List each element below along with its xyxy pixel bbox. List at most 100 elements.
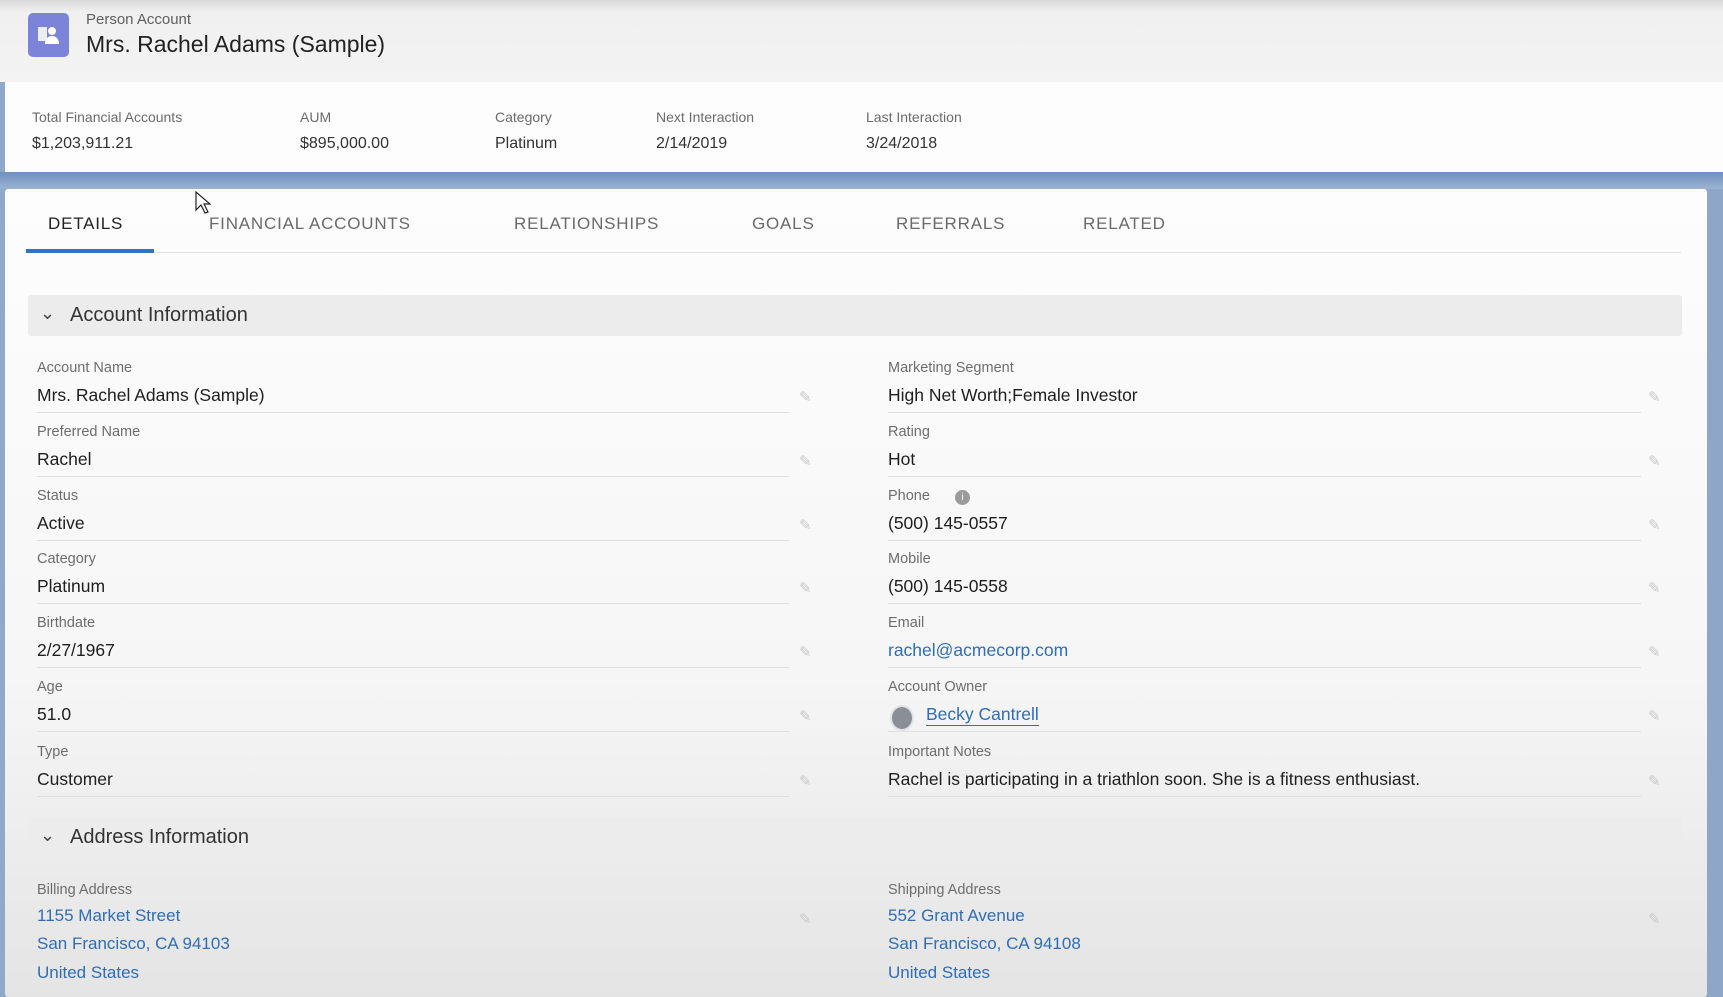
field-label-status: Status — [37, 488, 79, 504]
shipping-address-line[interactable]: United States — [888, 963, 991, 982]
field-underline — [37, 540, 789, 541]
field-value-mobile: (500) 145-0558 — [888, 576, 1008, 596]
page-title: Mrs. Rachel Adams (Sample) — [86, 31, 386, 57]
tab-related[interactable]: RELATED — [1083, 214, 1166, 233]
field-underline — [888, 603, 1641, 604]
field-underline — [888, 731, 1641, 732]
section-title: Account Information — [70, 304, 248, 326]
field-underline — [37, 667, 789, 668]
billing-address-line[interactable]: 1155 Market Street — [37, 906, 181, 925]
chevron-down-icon: ⌄ — [40, 303, 56, 323]
section-address-information[interactable]: ⌄ Address Information — [28, 817, 1682, 858]
field-label-mobile: Mobile — [888, 551, 931, 567]
field-label-type: Type — [37, 744, 69, 760]
edit-pencil-icon[interactable]: ✎ — [1648, 911, 1661, 928]
highlight-label: Category — [495, 109, 552, 125]
highlight-label: Next Interaction — [656, 109, 755, 125]
edit-pencil-icon[interactable]: ✎ — [1648, 644, 1661, 661]
field-label-preferred-name: Preferred Name — [37, 424, 141, 440]
highlight-value: $1,203,911.21 — [32, 135, 134, 152]
edit-pencil-icon[interactable]: ✎ — [799, 389, 812, 406]
active-tab-indicator — [26, 249, 154, 253]
field-label-age: Age — [37, 679, 63, 695]
highlights-panel: Total Financial Accounts $1,203,911.21 A… — [5, 82, 1723, 172]
field-value-email[interactable]: rachel@acmecorp.com — [888, 640, 1069, 660]
edit-pencil-icon[interactable]: ✎ — [799, 644, 812, 661]
owner-avatar — [890, 705, 914, 731]
tab-referrals[interactable]: REFERRALS — [896, 214, 1006, 233]
field-value-preferred-name: Rachel — [37, 449, 92, 469]
field-underline — [888, 667, 1641, 668]
field-value-age: 51.0 — [37, 704, 72, 724]
highlight-label: Total Financial Accounts — [32, 109, 183, 125]
info-icon[interactable]: i — [955, 490, 970, 505]
tab-relationships[interactable]: RELATIONSHIPS — [514, 214, 660, 233]
highlight-label: AUM — [300, 109, 332, 125]
field-underline — [37, 476, 789, 477]
field-underline — [37, 796, 789, 797]
tab-divider — [26, 252, 1681, 253]
field-value-account-owner[interactable]: Becky Cantrell — [926, 704, 1039, 726]
highlight-value: Platinum — [495, 135, 558, 152]
chevron-down-icon: ⌄ — [40, 825, 56, 845]
highlight-value: 2/14/2019 — [656, 135, 728, 152]
billing-address-label: Billing Address — [37, 882, 133, 898]
field-value-account-name: Mrs. Rachel Adams (Sample) — [37, 385, 265, 405]
record-header: Person Account Mrs. Rachel Adams (Sample… — [0, 0, 1723, 82]
field-underline — [37, 731, 789, 732]
field-underline — [37, 603, 789, 604]
edit-pencil-icon[interactable]: ✎ — [1648, 773, 1661, 790]
field-underline — [37, 412, 789, 413]
shipping-address-line[interactable]: San Francisco, CA 94108 — [888, 934, 1081, 953]
background-band — [0, 172, 1723, 189]
edit-pencil-icon[interactable]: ✎ — [799, 708, 812, 725]
field-label-rating: Rating — [888, 424, 930, 440]
field-label-category: Category — [37, 551, 96, 567]
highlight-label: Last Interaction — [866, 109, 962, 125]
field-value-birthdate: 2/27/1967 — [37, 640, 115, 660]
edit-pencil-icon[interactable]: ✎ — [1648, 708, 1661, 725]
billing-address-line[interactable]: San Francisco, CA 94103 — [37, 934, 230, 953]
field-label-email: Email — [888, 615, 925, 631]
edit-pencil-icon[interactable]: ✎ — [799, 911, 812, 928]
field-value-marketing-segment: High Net Worth;Female Investor — [888, 385, 1138, 405]
section-title: Address Information — [70, 826, 249, 848]
field-underline — [888, 476, 1641, 477]
edit-pencil-icon[interactable]: ✎ — [1648, 389, 1661, 406]
tab-financial-accounts[interactable]: FINANCIAL ACCOUNTS — [209, 214, 411, 233]
object-type-label: Person Account — [86, 11, 192, 28]
field-label-marketing-segment: Marketing Segment — [888, 360, 1014, 376]
field-value-important-notes: Rachel is participating in a triathlon s… — [888, 769, 1421, 789]
edit-pencil-icon[interactable]: ✎ — [799, 453, 812, 470]
field-value-status: Active — [37, 513, 85, 533]
field-label-important-notes: Important Notes — [888, 744, 992, 760]
tab-goals[interactable]: GOALS — [752, 214, 815, 233]
edit-pencil-icon[interactable]: ✎ — [799, 580, 812, 597]
field-label-account-name: Account Name — [37, 360, 133, 376]
field-label-account-owner: Account Owner — [888, 679, 988, 695]
edit-pencil-icon[interactable]: ✎ — [799, 517, 812, 534]
edit-pencil-icon[interactable]: ✎ — [1648, 580, 1661, 597]
mouse-cursor-icon — [195, 191, 211, 214]
billing-address-line[interactable]: United States — [37, 963, 140, 982]
field-label-birthdate: Birthdate — [37, 615, 96, 631]
shipping-address-label: Shipping Address — [888, 882, 1001, 898]
edit-pencil-icon[interactable]: ✎ — [1648, 453, 1661, 470]
edit-pencil-icon[interactable]: ✎ — [1648, 517, 1661, 534]
page-background — [1707, 189, 1723, 997]
highlight-value: $895,000.00 — [300, 135, 389, 152]
edit-pencil-icon[interactable]: ✎ — [799, 773, 812, 790]
tab-details[interactable]: DETAILS — [48, 214, 124, 233]
field-label-phone: Phone — [888, 488, 930, 504]
highlight-value: 3/24/2018 — [866, 135, 938, 152]
person-account-icon — [28, 13, 69, 57]
field-value-category: Platinum — [37, 576, 106, 596]
field-value-phone: (500) 145-0557 — [888, 513, 1008, 533]
field-underline — [888, 412, 1641, 413]
section-account-information[interactable]: ⌄ Account Information — [28, 295, 1682, 336]
shipping-address-line[interactable]: 552 Grant Avenue — [888, 906, 1025, 925]
field-value-rating: Hot — [888, 449, 916, 469]
field-underline — [888, 796, 1641, 797]
field-underline — [888, 540, 1641, 541]
field-value-type: Customer — [37, 769, 113, 789]
